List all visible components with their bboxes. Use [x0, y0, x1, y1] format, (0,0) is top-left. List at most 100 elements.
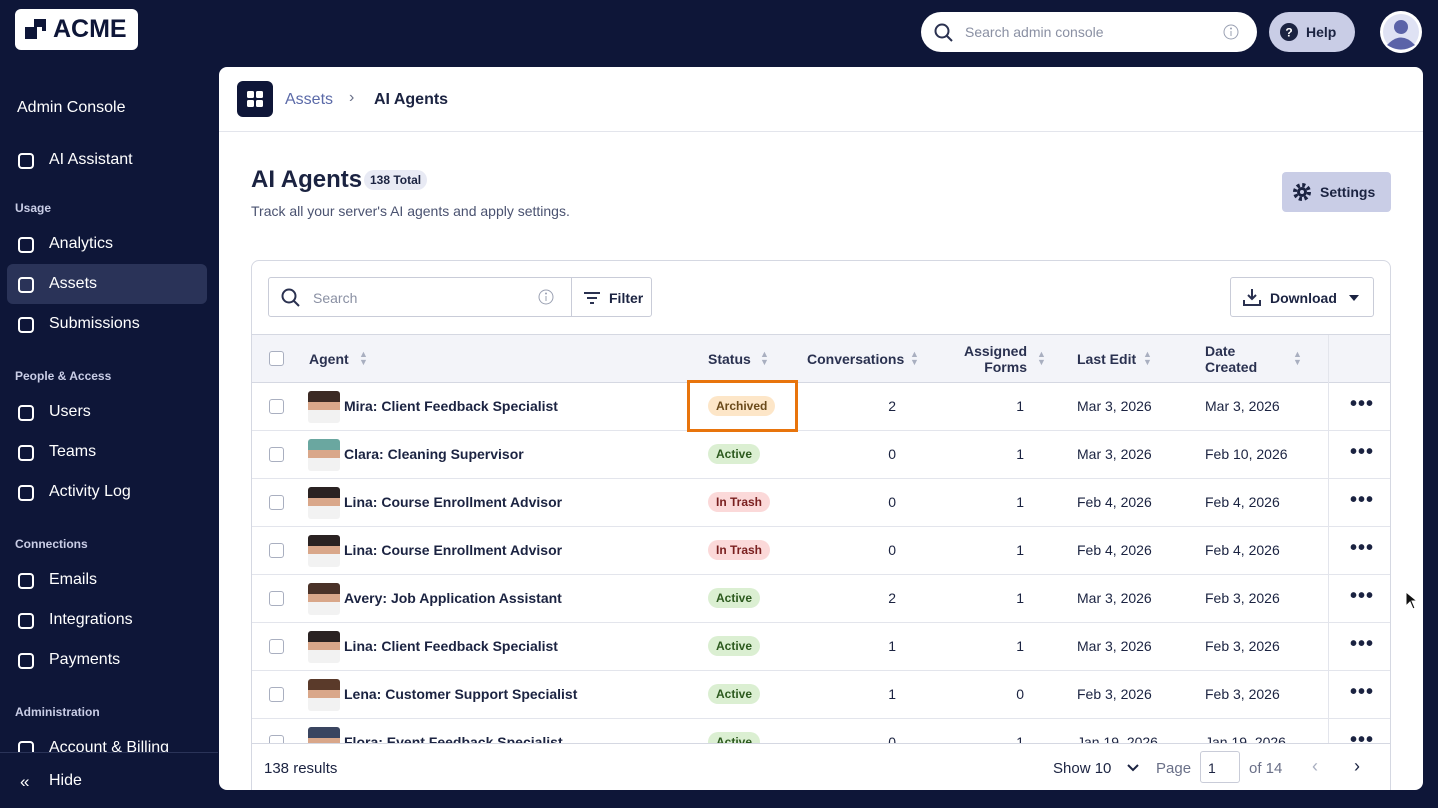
- nav-icon: [18, 153, 34, 169]
- row-checkbox[interactable]: [269, 543, 284, 558]
- select-all[interactable]: [269, 351, 284, 366]
- column-header[interactable]: Last Edit: [1077, 351, 1137, 367]
- agent-name[interactable]: Avery: Job Application Assistant: [344, 590, 562, 606]
- nav-item[interactable]: Emails: [49, 571, 98, 588]
- nav-item[interactable]: AI Assistant: [49, 151, 133, 168]
- nav-item[interactable]: Users: [49, 403, 91, 420]
- grid-icon: [247, 91, 263, 107]
- results-count: 138 results: [264, 760, 338, 777]
- row-checkbox[interactable]: [269, 735, 284, 743]
- row-checkbox[interactable]: [269, 591, 284, 606]
- nav-item[interactable]: Teams: [49, 443, 97, 460]
- status-badge: Active: [708, 636, 761, 656]
- filter-button[interactable]: Filter: [609, 290, 644, 306]
- help-icon: ?: [1280, 23, 1298, 41]
- column-header[interactable]: Agent: [309, 351, 349, 367]
- nav-item[interactable]: Analytics: [49, 235, 114, 252]
- agent-name[interactable]: Lina: Course Enrollment Advisor: [344, 494, 563, 510]
- sort-icon: ▲ ▼: [760, 349, 769, 367]
- table-search[interactable]: Search Filter: [268, 277, 652, 317]
- prev-page[interactable]: ‹: [1312, 756, 1318, 776]
- agent-name[interactable]: Flora: Event Feedback Specialist: [344, 734, 563, 743]
- assigned-forms: 1: [1016, 446, 1024, 462]
- nav-item[interactable]: Account & Billing: [49, 739, 170, 752]
- date-created: Feb 10, 2026: [1205, 446, 1288, 462]
- hide-icon: «: [20, 772, 30, 791]
- row-actions[interactable]: •••: [1350, 489, 1375, 511]
- nav-item[interactable]: Payments: [49, 651, 121, 668]
- row-checkbox[interactable]: [269, 639, 284, 654]
- row-actions[interactable]: •••: [1350, 585, 1375, 607]
- status-badge: In Trash: [708, 540, 771, 560]
- row-actions[interactable]: •••: [1350, 441, 1375, 463]
- row-checkbox[interactable]: [269, 687, 284, 702]
- footer-divider: [252, 743, 1390, 744]
- logo-mark: [25, 19, 46, 39]
- column-header[interactable]: Assigned Forms: [963, 343, 1027, 375]
- table-row: [252, 623, 1390, 671]
- status-badge: In Trash: [708, 492, 771, 512]
- assigned-forms: 1: [1016, 590, 1024, 606]
- row-actions[interactable]: •••: [1350, 633, 1375, 655]
- column-header[interactable]: Status: [708, 351, 751, 367]
- next-page[interactable]: ›: [1354, 756, 1360, 776]
- date-created: Feb 3, 2026: [1205, 590, 1280, 606]
- console-search[interactable]: Search admin console: [921, 12, 1257, 52]
- last-edit: Feb 4, 2026: [1077, 542, 1152, 558]
- header-divider: [219, 131, 1423, 132]
- row-actions[interactable]: •••: [1350, 537, 1375, 559]
- user-avatar[interactable]: [1379, 10, 1423, 54]
- agent-name[interactable]: Lina: Client Feedback Specialist: [344, 638, 558, 654]
- assets-icon: [237, 81, 273, 117]
- last-edit: Mar 3, 2026: [1077, 590, 1152, 606]
- date-created: Feb 3, 2026: [1205, 686, 1280, 702]
- assigned-forms: 1: [1016, 734, 1024, 743]
- assigned-forms: 1: [1016, 494, 1024, 510]
- download-label: Download: [1270, 290, 1337, 306]
- breadcrumb-link[interactable]: Assets: [285, 91, 334, 108]
- agent-name[interactable]: Lina: Course Enrollment Advisor: [344, 542, 563, 558]
- nav-heading: Usage: [15, 201, 52, 215]
- row-actions[interactable]: •••: [1350, 681, 1375, 703]
- column-header[interactable]: Date Created: [1205, 343, 1258, 375]
- nav-item[interactable]: Assets: [49, 275, 98, 292]
- settings-button[interactable]: Settings: [1282, 172, 1391, 212]
- conversations: 0: [888, 734, 896, 743]
- nav-icon: [18, 741, 34, 752]
- nav-item[interactable]: Submissions: [49, 315, 140, 332]
- column-header[interactable]: Conversations: [807, 351, 905, 367]
- main-card: Assets › AI Agents AI Agents 138 Total T…: [219, 67, 1423, 790]
- status-badge: Active: [708, 732, 761, 743]
- assigned-forms: 1: [1016, 398, 1024, 414]
- agent-name[interactable]: Lena: Customer Support Specialist: [344, 686, 578, 702]
- info-icon: [538, 289, 554, 305]
- row-checkbox[interactable]: [269, 495, 284, 510]
- total-badge: 138 Total: [364, 170, 428, 190]
- conversations: 2: [888, 398, 896, 414]
- gear-icon: [1293, 183, 1311, 201]
- row-checkbox[interactable]: [269, 399, 284, 414]
- nav-item[interactable]: Integrations: [49, 611, 133, 628]
- nav-icon: [18, 573, 34, 589]
- caret-icon: [1349, 295, 1359, 301]
- breadcrumb-current: AI Agents: [374, 91, 449, 108]
- nav-active: [7, 264, 207, 304]
- nav-item[interactable]: Activity Log: [49, 483, 131, 500]
- row-checkbox[interactable]: [269, 447, 284, 462]
- logo[interactable]: ACME: [15, 9, 138, 50]
- conversations: 1: [888, 638, 896, 654]
- agent-name[interactable]: Mira: Client Feedback Specialist: [344, 398, 558, 414]
- nav-icon: [18, 445, 34, 461]
- sort-icon: ▲ ▼: [1293, 349, 1302, 367]
- help-button[interactable]: ? Help: [1269, 12, 1355, 52]
- page-label: Page: [1156, 760, 1192, 777]
- hide-button[interactable]: Hide: [49, 772, 82, 789]
- row-actions[interactable]: •••: [1350, 729, 1375, 743]
- page-input[interactable]: 1: [1200, 751, 1240, 783]
- page-size[interactable]: Show 10: [1053, 760, 1112, 777]
- conversations: 0: [888, 494, 896, 510]
- row-actions[interactable]: •••: [1350, 393, 1375, 415]
- agent-name[interactable]: Clara: Cleaning Supervisor: [344, 446, 524, 462]
- download-button[interactable]: Download: [1230, 277, 1374, 317]
